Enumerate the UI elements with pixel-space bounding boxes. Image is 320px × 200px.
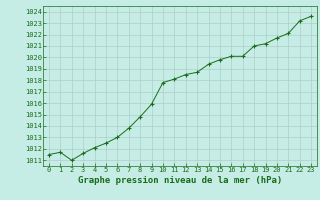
- X-axis label: Graphe pression niveau de la mer (hPa): Graphe pression niveau de la mer (hPa): [78, 176, 282, 185]
